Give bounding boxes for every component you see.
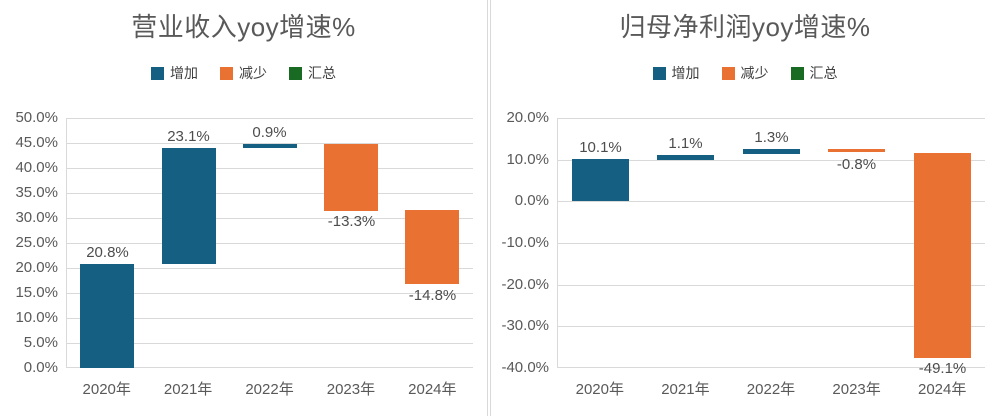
y-tick-label: 20.0% [15, 259, 58, 276]
gridline [67, 293, 473, 294]
gridline [558, 243, 985, 244]
gridline [67, 268, 473, 269]
y-tick-label: -40.0% [501, 359, 549, 376]
x-tick-label: 2023年 [326, 381, 376, 398]
data-label: -13.3% [327, 213, 376, 230]
x-tick-label: 2020年 [575, 381, 624, 398]
y-axis: 20.0% 10.0% 0.0% -10.0% -20.0% -30.0% -40.0% [491, 109, 549, 376]
y-tick-label: 35.0% [15, 184, 58, 201]
legend-item-decrease: 减少 [220, 63, 267, 83]
y-tick-label: 5.0% [23, 334, 58, 351]
legend-item-increase: 增加 [151, 63, 198, 83]
gridline [67, 343, 473, 344]
gridline [558, 326, 985, 327]
y-tick-label: 50.0% [15, 109, 58, 126]
y-tick-label: -20.0% [501, 276, 549, 293]
data-label: 23.1% [167, 128, 210, 145]
y-tick-label: -30.0% [501, 317, 549, 334]
x-axis: 2020年 2021年 2022年 2023年 2024年 [66, 378, 473, 399]
waterfall-bar-2023年 [324, 144, 378, 211]
waterfall-bar-2021年 [162, 148, 216, 264]
x-tick-label: 2020年 [82, 381, 131, 398]
chart-panel-net-profit-growth: 归母净利润yoy增速% 增加 减少 汇总 20.0% 10.0% 0.0% -10.0% -… [490, 0, 999, 416]
gridline [67, 318, 473, 319]
legend-label: 减少 [740, 65, 769, 81]
data-label: -49.1% [918, 360, 967, 377]
gridline [558, 285, 985, 286]
gridline [67, 168, 473, 169]
waterfall-bar-2022年 [743, 149, 800, 154]
chart-title: 营业收入yoy增速% [131, 12, 356, 42]
y-tick-label: 40.0% [15, 159, 58, 176]
gridline [67, 243, 473, 244]
chart-title: 归母净利润yoy增速% [619, 12, 871, 42]
y-axis: 50.0% 45.0% 40.0% 35.0% 30.0% 25.0% 20.0% 15.0%… [0, 109, 58, 376]
legend-item-total: 汇总 [790, 63, 838, 83]
x-tick-label: 2022年 [245, 381, 294, 398]
y-tick-label: 0.0% [514, 192, 549, 209]
data-label: -14.8% [408, 287, 457, 304]
waterfall-bar-2024年 [405, 210, 459, 284]
x-tick-label: 2021年 [661, 381, 710, 398]
y-tick-label: 15.0% [15, 284, 58, 301]
legend-item-increase: 增加 [652, 63, 700, 83]
legend-swatch-decrease [220, 66, 233, 80]
waterfall-bar-2024年 [914, 153, 971, 358]
gridline [67, 367, 473, 368]
legend: 增加 减少 汇总 [0, 63, 487, 83]
x-tick-label: 2022年 [746, 381, 796, 398]
y-tick-label: 45.0% [15, 134, 58, 151]
plot-area: 20.8% 23.1% 0.9% -13.3% -14.8% [66, 118, 473, 368]
legend-label: 汇总 [809, 65, 838, 81]
gridline [67, 118, 473, 119]
legend-item-decrease: 减少 [721, 63, 769, 83]
waterfall-bar-2020年 [572, 159, 629, 201]
gridline [558, 201, 985, 202]
y-tick-label: 20.0% [506, 109, 549, 126]
data-label: 0.9% [252, 124, 287, 141]
legend-label: 减少 [239, 65, 267, 81]
data-label: 1.3% [754, 129, 789, 146]
gridline [67, 218, 473, 219]
data-label: 1.1% [668, 135, 703, 152]
y-tick-label: 10.0% [15, 309, 58, 326]
legend-item-total: 汇总 [289, 63, 336, 83]
x-axis: 2020年 2021年 2022年 2023年 2024年 [557, 378, 985, 399]
waterfall-bar-2021年 [657, 155, 714, 160]
legend-label: 汇总 [308, 65, 336, 81]
y-tick-label: 10.0% [506, 151, 549, 168]
y-tick-label: 25.0% [15, 234, 58, 251]
gridline [67, 193, 473, 194]
plot-area: 10.1% 1.1% 1.3% -0.8% -49.1% [557, 118, 985, 377]
waterfall-bar-2022年 [243, 144, 297, 148]
data-label: 10.1% [579, 139, 622, 156]
data-label: 20.8% [86, 244, 129, 261]
waterfall-bar-2023年 [828, 149, 885, 152]
legend-swatch-total [289, 66, 302, 80]
legend-swatch-increase [652, 66, 666, 80]
data-label: -0.8% [836, 156, 877, 173]
gridline [67, 143, 473, 144]
y-tick-label: -10.0% [501, 234, 549, 251]
waterfall-bar-2020年 [80, 264, 134, 368]
legend-label: 增加 [170, 65, 198, 81]
y-tick-label: 30.0% [15, 209, 58, 226]
x-tick-label: 2023年 [832, 381, 881, 398]
gridline [558, 118, 985, 119]
legend-label: 增加 [671, 65, 700, 81]
legend-swatch-increase [151, 66, 164, 80]
y-tick-label: 0.0% [23, 359, 58, 376]
x-tick-label: 2024年 [917, 381, 967, 398]
x-tick-label: 2021年 [163, 381, 213, 398]
legend-swatch-decrease [721, 66, 735, 80]
legend: 增加 减少 汇总 [491, 63, 999, 83]
x-tick-label: 2024年 [408, 381, 457, 398]
legend-swatch-total [790, 66, 804, 80]
gridline [558, 367, 985, 368]
gridline [558, 160, 985, 161]
chart-panel-revenue-growth: 营业收入yoy增速% 增加 减少 汇总 50.0% 45.0% 40.0% 35.0% 30… [0, 0, 488, 416]
